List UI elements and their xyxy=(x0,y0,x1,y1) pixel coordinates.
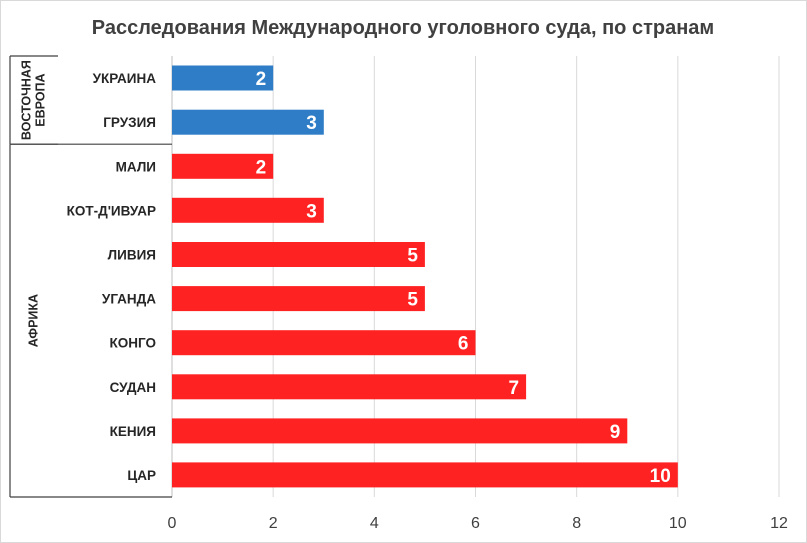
x-tick-label: 12 xyxy=(770,515,788,532)
x-tick-label: 0 xyxy=(168,515,177,532)
category-label: КЕНИЯ xyxy=(110,424,156,439)
bar xyxy=(172,418,628,444)
category-label: СУДАН xyxy=(110,380,156,395)
data-label: 3 xyxy=(306,201,317,222)
bar xyxy=(172,153,274,179)
group-label: ВОСТОЧНАЯЕВРОПА xyxy=(20,60,48,140)
bar xyxy=(172,374,527,400)
bar xyxy=(172,462,678,488)
x-tick-label: 10 xyxy=(669,515,687,532)
data-label: 5 xyxy=(407,290,418,311)
category-label: КОНГО xyxy=(110,336,156,351)
data-label: 2 xyxy=(256,69,267,90)
group-labels: ВОСТОЧНАЯЕВРОПА АФРИКА xyxy=(9,55,172,498)
bar xyxy=(172,197,324,223)
category-label: КОТ-Д'ИВУАР xyxy=(67,203,156,218)
bar xyxy=(172,65,274,91)
category-label: УГАНДА xyxy=(102,292,156,307)
bar xyxy=(172,109,324,135)
bar xyxy=(172,286,425,312)
data-label: 7 xyxy=(509,378,520,399)
x-tick-label: 4 xyxy=(370,515,379,532)
group-label-line: ЕВРОПА xyxy=(34,73,48,126)
bars: 2 3 2 3 5 5 6 7 9 10 xyxy=(172,65,678,488)
data-label: 2 xyxy=(256,157,267,178)
bar xyxy=(172,330,476,356)
bar xyxy=(172,242,425,267)
x-tick-labels: 0 2 4 6 8 10 12 xyxy=(168,515,788,532)
x-tick-label: 8 xyxy=(572,515,581,532)
category-labels: УКРАИНА ГРУЗИЯ МАЛИ КОТ-Д'ИВУАР ЛИВИЯ УГАНДА К… xyxy=(67,71,157,483)
x-tick-label: 6 xyxy=(471,515,480,532)
chart-title: Расследования Международного уголовного … xyxy=(92,17,714,39)
group-label-line: АФРИКА xyxy=(27,294,41,347)
category-label: ЦАР xyxy=(127,468,156,483)
category-label: МАЛИ xyxy=(116,159,156,174)
data-label: 6 xyxy=(458,334,469,355)
x-tick-label: 2 xyxy=(269,515,278,532)
data-label: 5 xyxy=(407,246,418,267)
group-label: АФРИКА xyxy=(27,294,41,347)
data-label: 9 xyxy=(610,422,621,443)
data-label: 10 xyxy=(650,466,671,487)
category-label: УКРАИНА xyxy=(93,71,157,86)
group-label-line: ВОСТОЧНАЯ xyxy=(20,60,34,140)
category-label: ГРУЗИЯ xyxy=(103,115,156,130)
category-label: ЛИВИЯ xyxy=(108,248,156,263)
data-label: 3 xyxy=(306,113,317,134)
